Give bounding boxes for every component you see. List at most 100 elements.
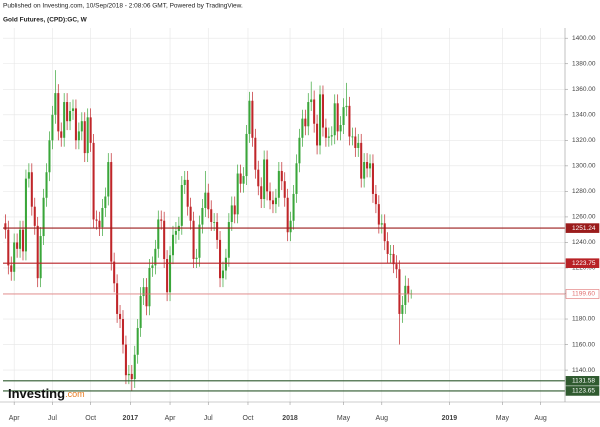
candle-body: [45, 172, 48, 198]
candle-body: [260, 186, 263, 200]
x-tick-label: 2017: [123, 415, 139, 422]
candle-body: [233, 205, 236, 215]
candle-body: [360, 142, 363, 179]
candle-body: [392, 253, 395, 265]
candle-body: [19, 229, 22, 249]
candle-body: [124, 344, 127, 376]
candle-body: [280, 170, 283, 182]
candle-body: [171, 234, 175, 256]
candle-body: [101, 207, 104, 228]
candle-body: [107, 162, 110, 197]
candle-body: [186, 179, 189, 207]
candle-body: [374, 193, 377, 205]
candle-body: [236, 173, 239, 215]
candle-body: [230, 205, 233, 223]
x-tick-label: Aug: [534, 415, 547, 422]
candle-body: [248, 100, 251, 134]
candle-body: [263, 159, 266, 200]
candle-body: [10, 265, 13, 272]
candle-body: [298, 137, 301, 164]
candle-body: [327, 136, 330, 138]
candle-body: [204, 192, 207, 208]
candle-body: [321, 94, 324, 128]
candle-body: [104, 196, 107, 208]
candle-body: [36, 225, 39, 279]
candle-body: [86, 117, 89, 154]
candle-body: [48, 140, 51, 173]
candle-body: [160, 219, 163, 221]
candle-body: [74, 108, 77, 141]
candle-body: [98, 220, 101, 228]
price-level-label: 1223.75: [572, 260, 596, 267]
y-tick-label: 1360.00: [572, 86, 596, 93]
candle-body: [351, 136, 354, 138]
candle-body: [216, 222, 219, 240]
candle-body: [330, 135, 333, 137]
candle-body: [198, 224, 201, 258]
candle-body: [57, 93, 60, 132]
y-tick-label: 1240.00: [572, 239, 596, 246]
y-tick-label: 1300.00: [572, 163, 596, 170]
x-tick-label: Jul: [48, 415, 57, 422]
candle-body: [60, 131, 63, 138]
x-tick-label: Apr: [9, 415, 21, 422]
price-level-label: 1131.58: [572, 378, 595, 385]
price-level-box: [565, 289, 600, 299]
candle-body: [63, 102, 66, 138]
candle-body: [116, 283, 119, 314]
candle-body: [274, 197, 277, 205]
candle-body: [113, 261, 116, 284]
candle-body: [271, 200, 275, 205]
candle-body: [92, 142, 95, 220]
candle-body: [130, 373, 133, 380]
candle-body: [383, 223, 386, 242]
price-level-box: [565, 376, 600, 386]
candle-body: [245, 133, 248, 177]
y-tick-label: 1140.00: [572, 367, 595, 374]
logo-suffix: .com: [65, 389, 85, 399]
candle-body: [151, 265, 154, 268]
candle-body: [213, 222, 216, 223]
candle-body: [16, 242, 19, 249]
candle-body: [219, 239, 222, 279]
candle-body: [389, 253, 392, 255]
x-tick-label: Jul: [204, 415, 213, 422]
candle-body: [154, 248, 157, 266]
candle-body: [242, 176, 245, 184]
x-tick-label: 2019: [442, 415, 458, 422]
candle-body: [95, 219, 98, 221]
candle-body: [192, 220, 195, 260]
candle-body: [54, 93, 57, 115]
x-tick-label: 2018: [282, 415, 298, 422]
candle-body: [227, 222, 230, 258]
y-tick-label: 1400.00: [572, 35, 596, 42]
candle-body: [183, 179, 186, 186]
candle-body: [189, 206, 192, 221]
y-tick-label: 1340.00: [572, 112, 596, 119]
price-level-box: [565, 386, 600, 396]
candle-body: [142, 287, 145, 297]
candle-body: [366, 162, 369, 169]
candle-body: [89, 117, 92, 143]
candle-body: [407, 285, 410, 294]
candle-body: [339, 125, 342, 132]
candle-body: [266, 159, 269, 192]
candle-body: [119, 313, 122, 320]
logo: Investing.com: [8, 386, 85, 401]
candle-body: [80, 121, 83, 132]
candle-body: [254, 137, 257, 170]
price-level-label: 1199.60: [572, 291, 595, 298]
candle-body: [345, 105, 348, 108]
candle-body: [24, 178, 27, 252]
candle-body: [77, 131, 80, 141]
candle-body: [21, 229, 25, 252]
candle-body: [127, 373, 130, 376]
candle-body: [348, 105, 351, 137]
candle-body: [148, 267, 151, 307]
candle-body: [169, 255, 172, 293]
candle-body: [324, 127, 327, 138]
candle-body: [201, 207, 204, 225]
candle-body: [133, 354, 136, 380]
candle-body: [166, 259, 169, 293]
